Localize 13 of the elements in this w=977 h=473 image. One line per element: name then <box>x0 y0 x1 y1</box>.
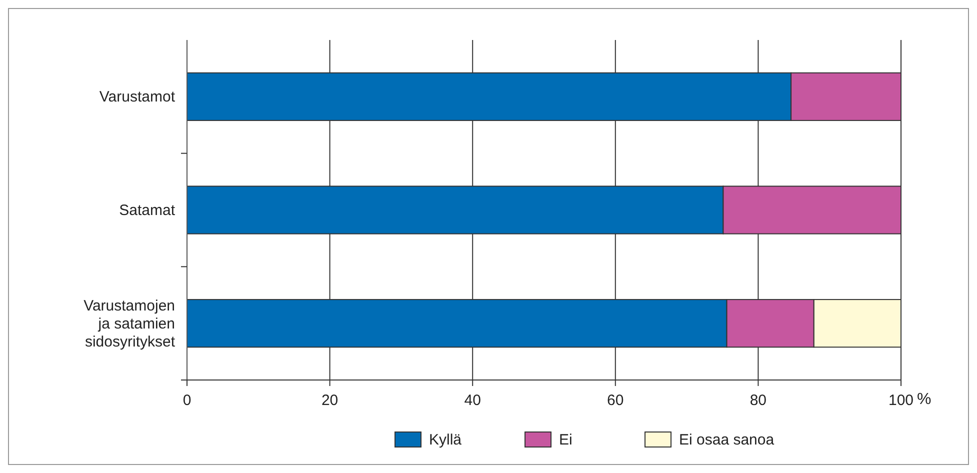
legend-label: Kyllä <box>429 432 462 448</box>
x-axis-title: % <box>917 391 932 408</box>
x-tick-label: 80 <box>750 392 767 409</box>
y-tick-label: Varustamot <box>99 88 176 106</box>
x-tick-label: 20 <box>321 392 338 409</box>
y-tick-label: Satamat <box>119 202 176 218</box>
x-tick-label: 0 <box>182 392 192 409</box>
y-tick-label: Varustamojen ja satamien sidosyritykset <box>84 296 176 350</box>
legend-label: Ei osaa sanoa <box>679 432 775 448</box>
x-tick-label: 100 <box>888 392 914 409</box>
legend-label: Ei <box>559 432 572 448</box>
x-tick-label: 40 <box>464 392 481 409</box>
x-tick-label: 60 <box>607 392 624 409</box>
